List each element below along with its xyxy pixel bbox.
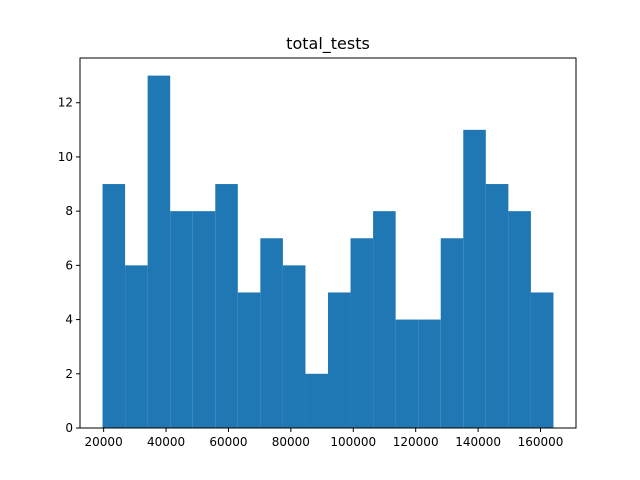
histogram-bar	[508, 211, 531, 428]
x-tick-label: 120000	[393, 435, 439, 449]
y-tick-label: 10	[58, 150, 73, 164]
y-tick-label: 6	[65, 258, 73, 272]
histogram-bar	[530, 292, 554, 428]
y-tick-label: 12	[58, 96, 73, 110]
y-tick-label: 2	[65, 367, 73, 381]
x-tick-label: 80000	[272, 435, 310, 449]
y-axis-ticks: 0 2 4 6 8 10 12	[58, 96, 80, 435]
histogram-bar	[395, 319, 419, 428]
histogram-bar	[170, 211, 193, 428]
x-tick-label: 60000	[209, 435, 247, 449]
histogram-bar	[147, 75, 171, 428]
y-tick-label: 0	[65, 421, 73, 435]
x-tick-label: 140000	[455, 435, 501, 449]
histogram-bar	[350, 238, 374, 428]
chart-title: total_tests	[286, 34, 370, 54]
histogram-bar	[125, 265, 148, 428]
bars-group	[102, 75, 554, 429]
histogram-bar	[102, 184, 126, 428]
x-tick-label: 160000	[518, 435, 564, 449]
histogram-bar	[237, 292, 261, 428]
histogram-bar	[192, 211, 216, 428]
histogram-bar	[215, 184, 238, 428]
x-tick-label: 20000	[85, 435, 123, 449]
plot-frame	[79, 57, 577, 429]
histogram-bar	[260, 238, 283, 428]
y-tick-label: 8	[65, 204, 73, 218]
x-tick-label: 40000	[147, 435, 185, 449]
x-tick-label: 100000	[330, 435, 376, 449]
y-tick-label: 4	[65, 313, 73, 327]
histogram-bar	[373, 211, 396, 428]
x-axis-ticks: 20000 40000 60000 80000 100000 120000 140000 16…	[85, 428, 564, 449]
histogram-bar	[282, 265, 306, 428]
histogram-bar	[440, 238, 464, 428]
histogram-bar	[418, 319, 441, 428]
histogram-bar	[485, 184, 509, 428]
histogram-bar	[328, 292, 351, 428]
histogram-bar	[463, 129, 486, 429]
histogram-bar	[305, 373, 328, 428]
